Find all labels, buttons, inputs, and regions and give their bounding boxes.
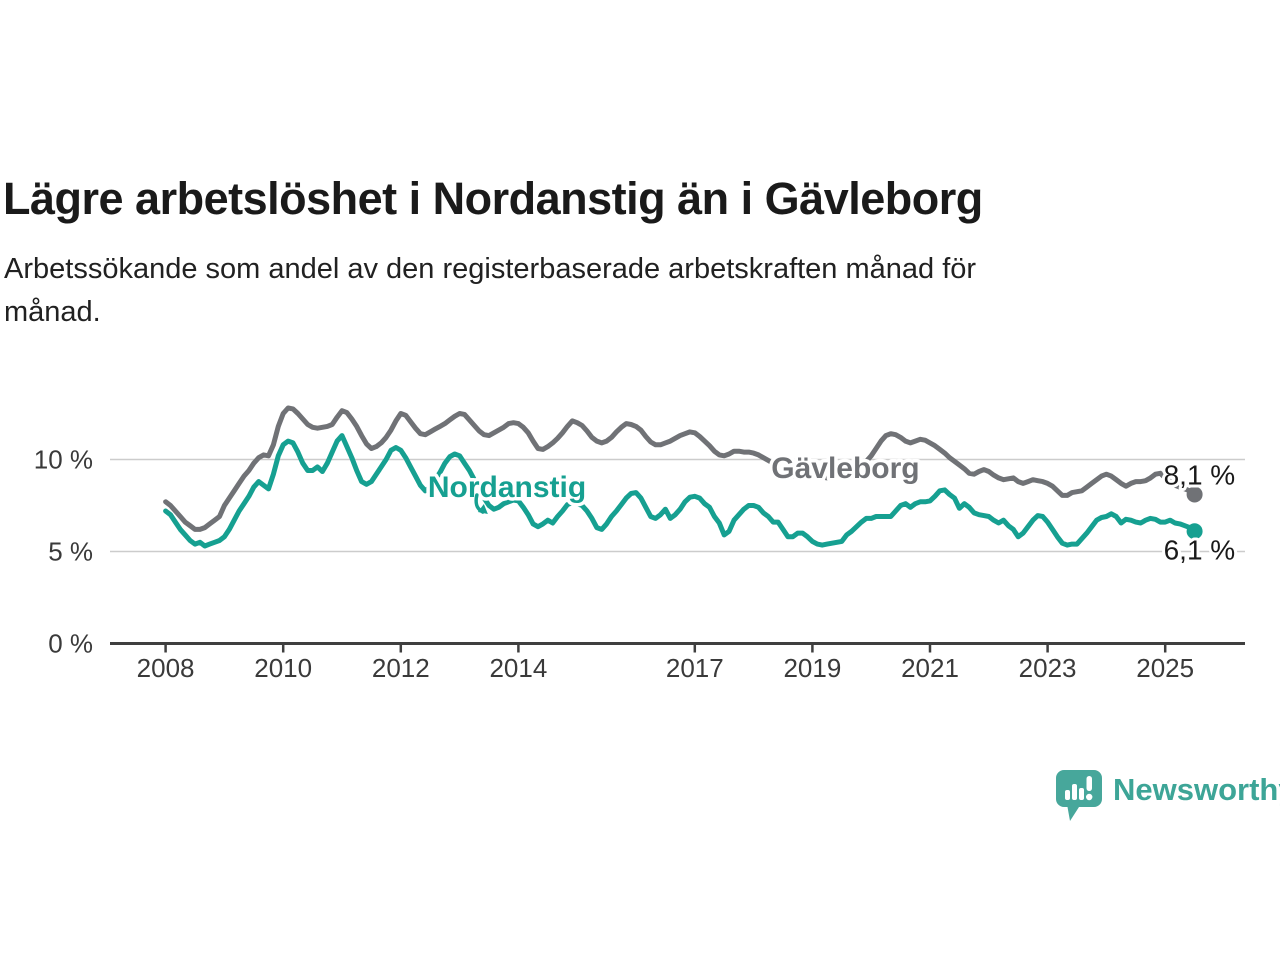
logo-exclamation-dot <box>1086 793 1093 801</box>
subtitle-line-1: Arbetssökande som andel av den registerb… <box>4 253 977 285</box>
x-tick-label-2021: 2021 <box>901 653 959 683</box>
page-title: Lägre arbetslöshet i Nordanstig än i Gäv… <box>3 173 983 225</box>
end-dot-nordanstig <box>1186 523 1203 540</box>
end-value-label-gävleborg: 8,1 % <box>1164 459 1236 490</box>
x-tick-label-2010: 2010 <box>254 653 312 683</box>
logo-bar-3 <box>1079 788 1084 800</box>
x-tick-label-2019: 2019 <box>783 653 841 683</box>
y-tick-label-10: 10 % <box>34 445 93 475</box>
x-tick-label-2014: 2014 <box>489 653 547 683</box>
newsworthy-logo-icon <box>1056 770 1102 821</box>
y-tick-label-0: 0 % <box>48 629 93 659</box>
y-tick-label-5: 5 % <box>48 537 93 567</box>
series-line-gävleborg <box>163 405 1198 532</box>
unemployment-line-chart: 2008 2010 2012 2014 2017 2019 2021 2023 2025 0 % 5… <box>34 405 1245 683</box>
x-tick-label-2008: 2008 <box>137 653 195 683</box>
end-dot-gävleborg <box>1186 486 1203 503</box>
brand-name: Newsworthy <box>1113 772 1280 807</box>
label-arrowhead-nordanstig <box>477 504 488 514</box>
logo-bar-2 <box>1072 784 1077 800</box>
logo-bar-1 <box>1065 790 1070 800</box>
x-tick-label-2025: 2025 <box>1136 653 1194 683</box>
logo-exclamation-stem <box>1086 776 1092 791</box>
series-label-gävleborg: Gävleborg <box>771 452 919 485</box>
series-label-nordanstig: Nordanstig <box>428 471 586 504</box>
x-tick-label-2023: 2023 <box>1019 653 1077 683</box>
x-tick-label-2017: 2017 <box>666 653 724 683</box>
brand-footer: Newsworthy <box>1056 770 1280 823</box>
series-line-nordanstig <box>163 433 1198 549</box>
subtitle-line-2: månad. <box>4 296 101 328</box>
x-tick-label-2012: 2012 <box>372 653 430 683</box>
end-value-label-nordanstig: 6,1 % <box>1164 534 1236 565</box>
page-subtitle: Arbetssökande som andel av den registerb… <box>4 248 1194 334</box>
